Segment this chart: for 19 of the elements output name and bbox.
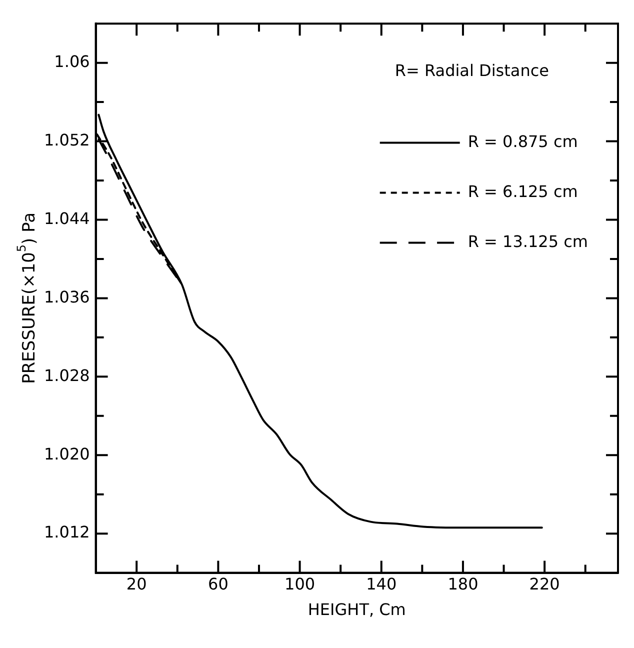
x-tick-label: 220 [529,574,560,594]
y-tick-label: 1.020 [44,444,90,464]
y-tick-label: 1.012 [44,522,90,542]
x-tick-label: 100 [284,574,316,594]
y-tick-label: 1.028 [44,366,90,385]
y-axis-title: PRESSURE(×105) Pa [14,212,40,384]
legend-title: R= Radial Distance [394,60,549,80]
x-tick-label: 60 [208,574,228,594]
legend-label: R = 13.125 cm [468,232,588,251]
x-tick-label: 180 [448,574,478,594]
x-tick-label: 20 [126,574,147,594]
y-tick-label: 1.052 [44,130,90,150]
y-tick-label: 1.036 [44,287,90,306]
legend-label: R = 0.875 cm [468,132,578,151]
legend-label: R = 6.125 cm [468,182,578,201]
y-tick-label: 1.06 [54,52,90,71]
x-tick-label: 140 [366,574,397,594]
x-axis-title: HEIGHT, Cm [308,600,406,619]
y-tick-label: 1.044 [44,208,90,228]
